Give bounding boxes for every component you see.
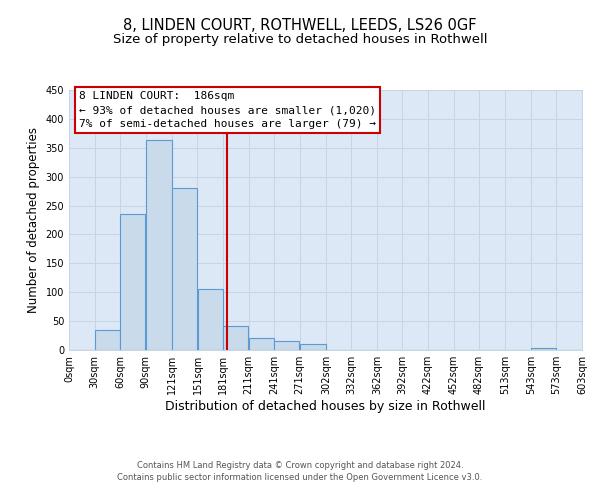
Text: Contains HM Land Registry data © Crown copyright and database right 2024.
Contai: Contains HM Land Registry data © Crown c…	[118, 461, 482, 482]
Bar	[95, 330, 120, 350]
Text: 8 LINDEN COURT:  186sqm
← 93% of detached houses are smaller (1,020)
7% of semi-: 8 LINDEN COURT: 186sqm ← 93% of detached…	[79, 92, 376, 130]
Bar	[223, 326, 248, 350]
Text: Size of property relative to detached houses in Rothwell: Size of property relative to detached ho…	[113, 32, 487, 46]
Bar	[146, 140, 172, 350]
Text: 8, LINDEN COURT, ROTHWELL, LEEDS, LS26 0GF: 8, LINDEN COURT, ROTHWELL, LEEDS, LS26 0…	[123, 18, 477, 32]
X-axis label: Distribution of detached houses by size in Rothwell: Distribution of detached houses by size …	[165, 400, 486, 413]
Bar	[300, 344, 326, 350]
Bar	[531, 348, 556, 350]
Y-axis label: Number of detached properties: Number of detached properties	[27, 127, 40, 313]
Bar	[249, 338, 274, 350]
Bar	[197, 289, 223, 350]
Bar	[172, 188, 197, 350]
Bar	[120, 214, 145, 350]
Bar	[274, 341, 299, 350]
